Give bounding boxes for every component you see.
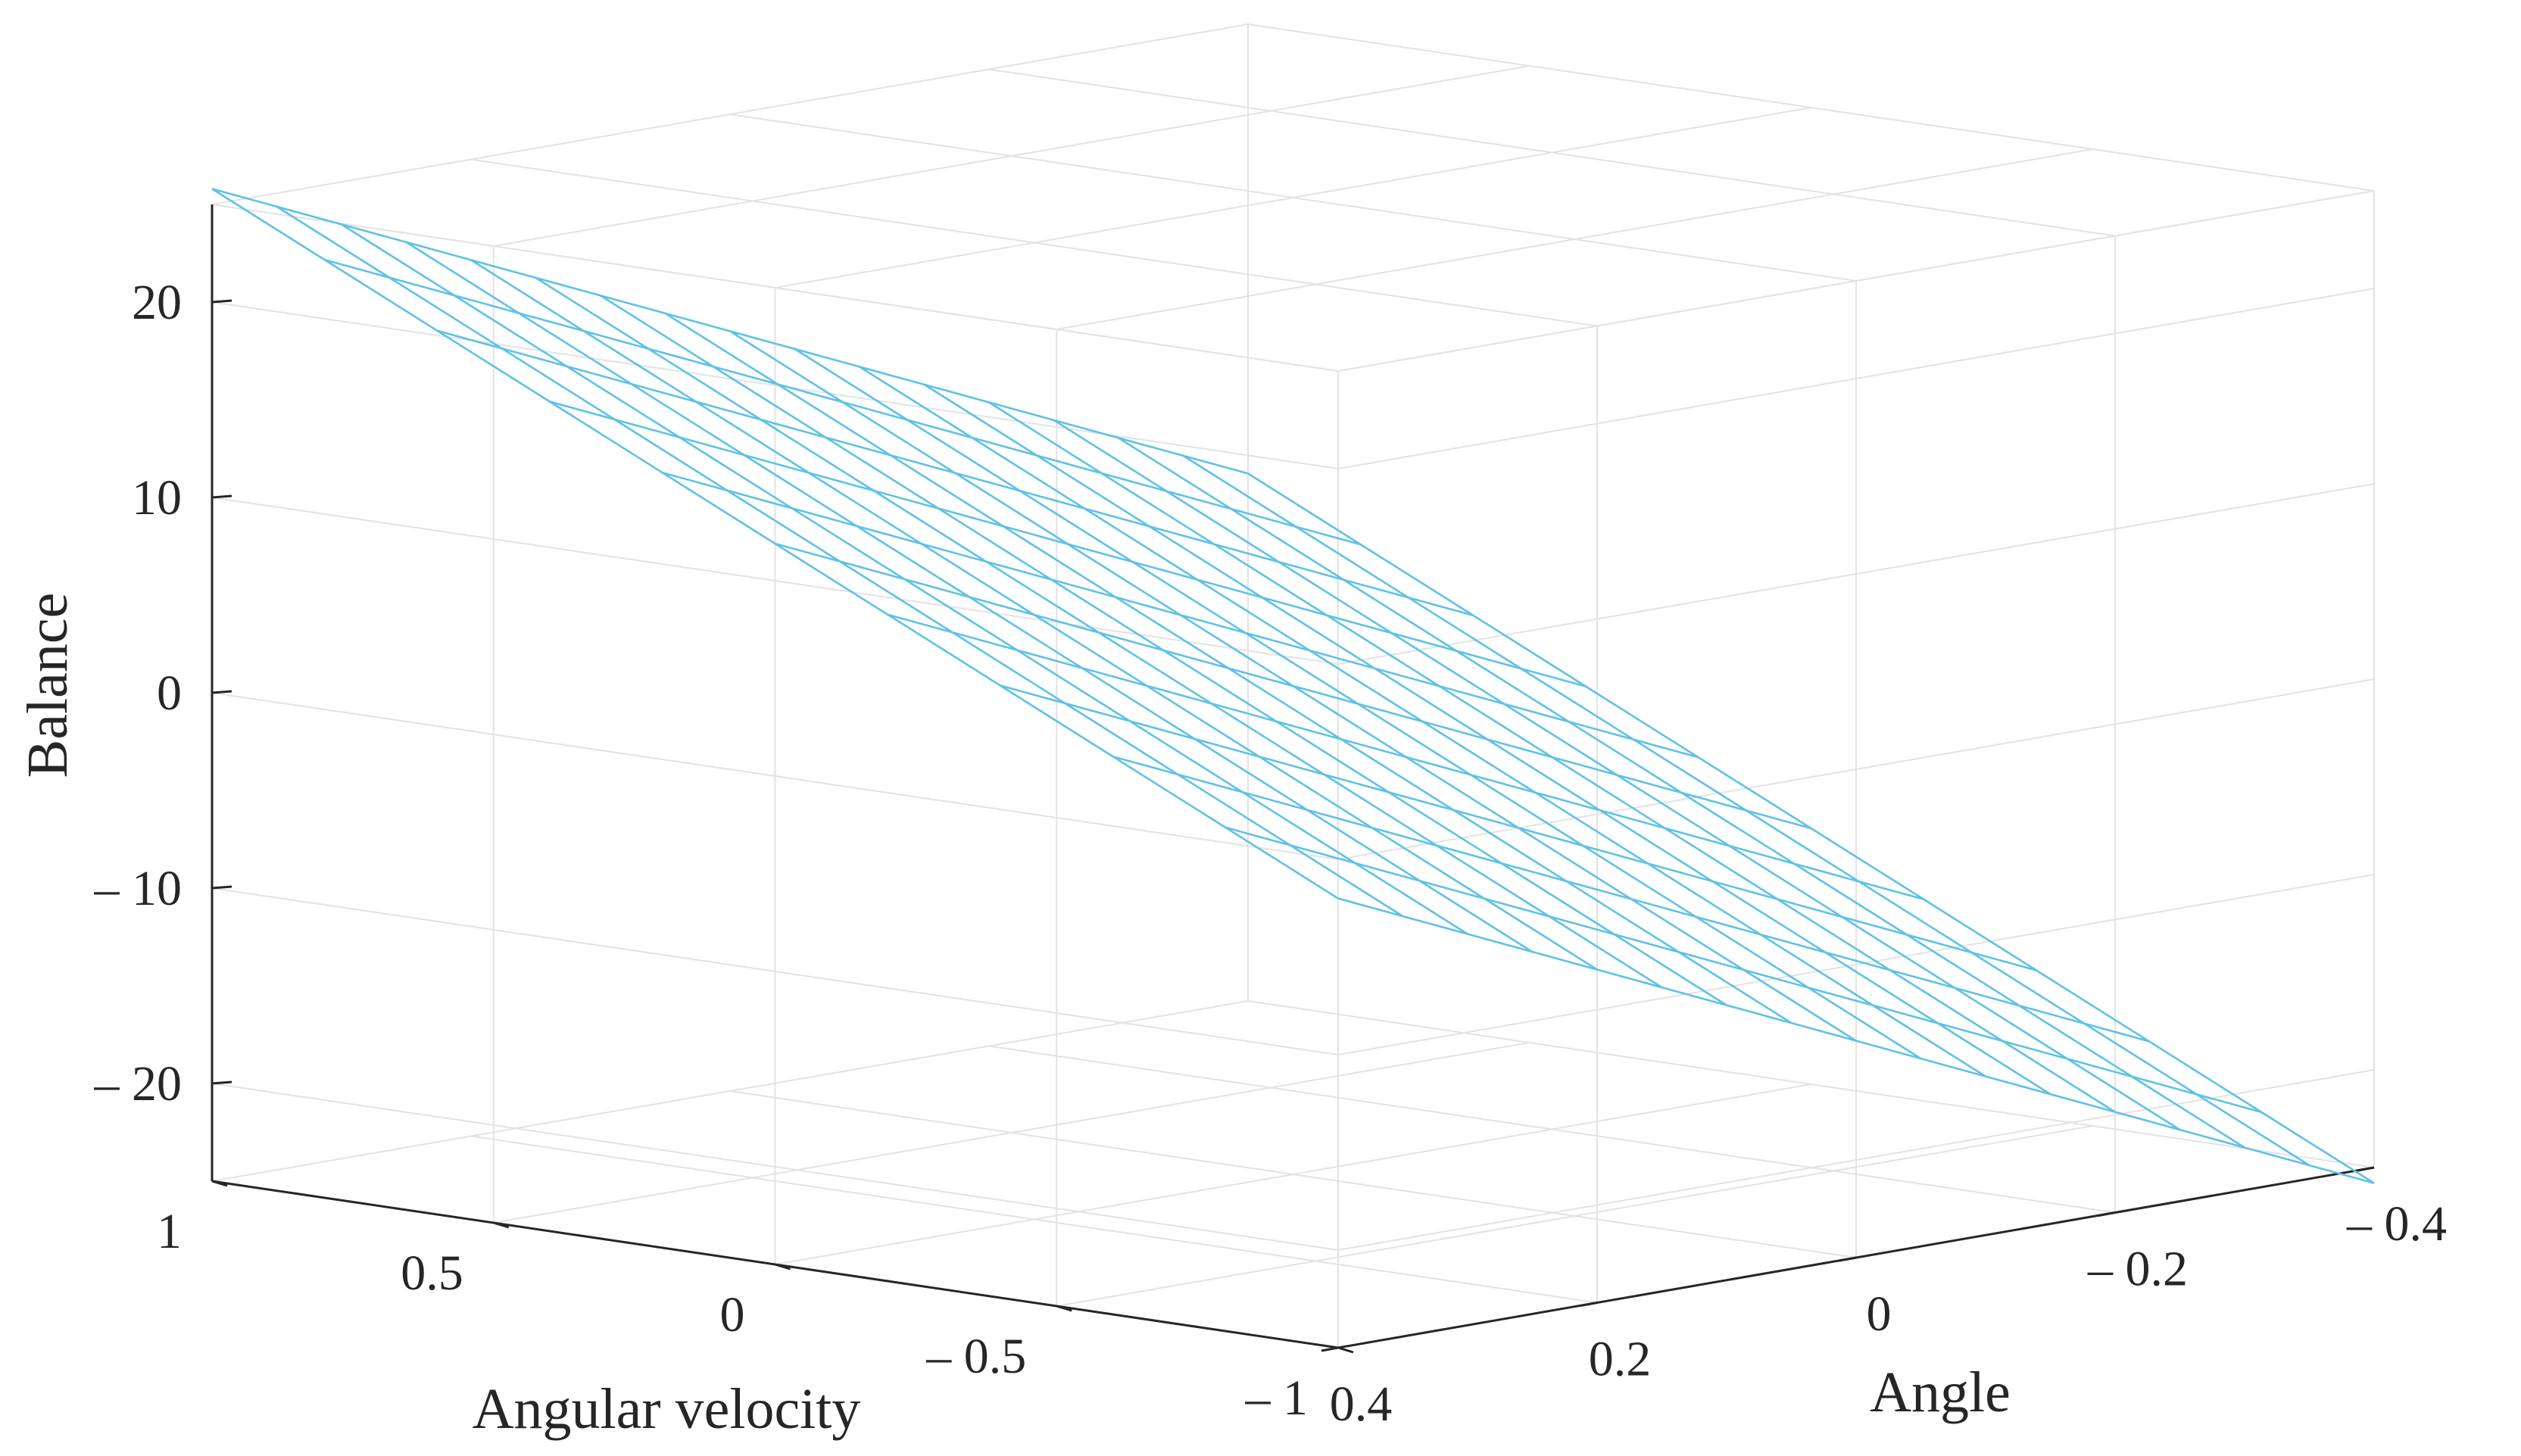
z-tick-mark — [211, 690, 232, 694]
x-tick-mark — [1321, 1346, 1339, 1352]
wall-grid-line — [1337, 1069, 2375, 1251]
y-tick-mark — [775, 1263, 791, 1270]
y-tick-label: – 1 — [1245, 1370, 1309, 1426]
tick-marks — [211, 299, 2375, 1354]
x-tick-mark — [2098, 1211, 2116, 1217]
wall-grid-line — [211, 1083, 1339, 1251]
wall-grid-line — [1337, 190, 2375, 372]
surface-mesh — [211, 188, 2375, 1184]
x-tick-label: – 0.2 — [2087, 1242, 2188, 1297]
tick-labels: 20 10 0 – 10 – 20 1 0.5 0 – 0.5 – 1 0.4 0.2 0 – 0.2 – … — [94, 275, 2448, 1432]
wall-grid-line — [1337, 678, 2375, 860]
surface-line — [887, 613, 1924, 900]
surface-line — [1337, 897, 2375, 1184]
y-tick-label: 0.5 — [401, 1246, 463, 1301]
y-tick-mark — [493, 1221, 510, 1229]
wall-grid-line — [211, 887, 1339, 1055]
x-axis-label: Angle — [1870, 1361, 2011, 1424]
x-tick-label: 0 — [1867, 1286, 1892, 1342]
x-tick-label: 0.2 — [1589, 1332, 1652, 1387]
surface-line — [1112, 755, 2149, 1043]
x-tick-label: 0.4 — [1330, 1376, 1393, 1432]
top-grid-line — [211, 23, 1249, 205]
wall-grid-line — [211, 301, 1339, 469]
floor-grid-line — [493, 1042, 1530, 1224]
z-tick-mark — [211, 885, 232, 890]
surface-line — [324, 258, 1362, 546]
z-tick-label: 10 — [132, 470, 182, 525]
floor-grid-line — [1056, 1125, 2093, 1307]
surface-line — [211, 188, 1249, 475]
axes-lines — [211, 204, 2375, 1349]
y-tick-mark — [211, 1180, 228, 1187]
z-axis-label: Balance — [16, 593, 80, 778]
y-tick-label: 0 — [720, 1287, 745, 1342]
wall-grid-line — [1337, 874, 2375, 1055]
surface-line — [662, 472, 1699, 759]
y-axis-label: Angular velocity — [473, 1377, 861, 1441]
y-tick-label: – 0.5 — [925, 1329, 1026, 1384]
x-tick-mark — [1580, 1302, 1598, 1307]
top-grid-line — [775, 107, 1811, 288]
z-tick-label: – 20 — [94, 1056, 183, 1111]
wall-grid-line — [1337, 288, 2375, 469]
z-tick-mark — [211, 1080, 232, 1085]
floor-grid-line — [775, 1083, 1811, 1265]
top-grid-line — [1056, 148, 2093, 330]
wall-grid-line — [211, 692, 1339, 860]
x-tick-label: – 0.4 — [2346, 1196, 2447, 1252]
surface-line — [549, 401, 1587, 687]
wall-grid-line — [1337, 483, 2375, 665]
surface-line — [1000, 684, 2037, 971]
x-tick-mark — [1839, 1256, 1857, 1262]
z-tick-label: 20 — [132, 275, 182, 330]
surface-line — [1225, 826, 2262, 1114]
z-tick-label: – 10 — [94, 861, 183, 916]
y-tick-mark — [1056, 1305, 1072, 1312]
wall-grid-line — [211, 204, 1339, 372]
z-tick-mark — [211, 299, 232, 304]
wall-grid-line — [211, 497, 1339, 665]
top-grid-line — [493, 65, 1530, 247]
floor-grid-line — [211, 1000, 1249, 1182]
y-tick-mark — [1337, 1346, 1354, 1354]
x-tick-mark — [2357, 1166, 2375, 1172]
surface-line — [437, 329, 1474, 617]
surface-line — [775, 542, 1811, 830]
z-tick-label: 0 — [157, 666, 182, 721]
y-tick-label: 1 — [157, 1204, 182, 1259]
z-tick-mark — [211, 494, 232, 499]
